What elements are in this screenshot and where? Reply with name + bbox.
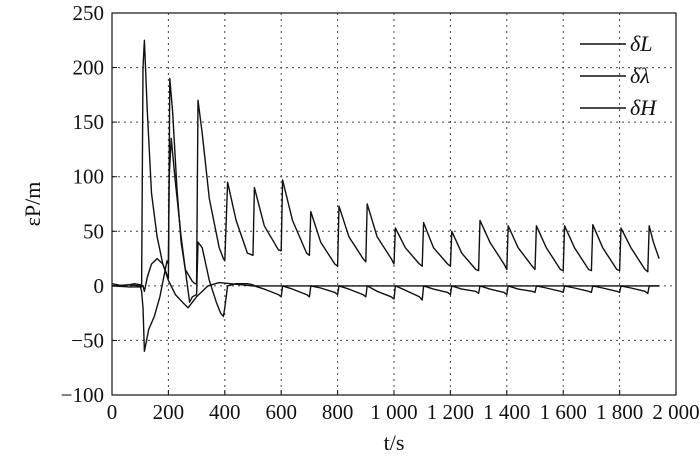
- y-tick-label: 150: [73, 110, 105, 134]
- legend: δL δλ δH: [580, 31, 657, 120]
- series-line-2: [111, 137, 660, 352]
- series-line-3: [111, 257, 660, 309]
- y-tick-label: 250: [73, 1, 105, 25]
- y-tick-label: 200: [73, 56, 105, 80]
- x-tick-label: 2 000: [652, 400, 699, 424]
- x-tick-label: 1 000: [370, 400, 417, 424]
- y-tick-label: 0: [94, 274, 105, 298]
- y-tick-label: 50: [83, 219, 104, 243]
- x-tick-label: 1 400: [483, 400, 530, 424]
- x-tick-label: 1 200: [427, 400, 474, 424]
- y-axis-label: εP/m: [20, 182, 45, 227]
- x-axis-ticks: 0 200 400 600 800 1 000 1 200 1 400 1 600 1 800 2 …: [107, 390, 700, 424]
- x-tick-label: 400: [209, 400, 241, 424]
- y-tick-label: 100: [73, 165, 105, 189]
- series-group: [111, 39, 660, 352]
- grid: [112, 13, 676, 395]
- legend-label: δH: [630, 95, 657, 120]
- x-tick-label: 1 800: [596, 400, 643, 424]
- x-tick-label: 1 600: [540, 400, 587, 424]
- legend-label: δL: [630, 31, 652, 56]
- y-tick-label: −100: [61, 383, 104, 407]
- y-tick-label: −50: [71, 328, 104, 352]
- x-axis-label: t/s: [384, 430, 405, 455]
- legend-label: δλ: [630, 63, 650, 88]
- y-axis-ticks: −100 −50 0 50 100 150 200 250: [61, 1, 117, 407]
- x-tick-label: 600: [265, 400, 297, 424]
- x-tick-label: 800: [322, 400, 354, 424]
- x-tick-label: 200: [153, 400, 185, 424]
- x-tick-label: 0: [107, 400, 118, 424]
